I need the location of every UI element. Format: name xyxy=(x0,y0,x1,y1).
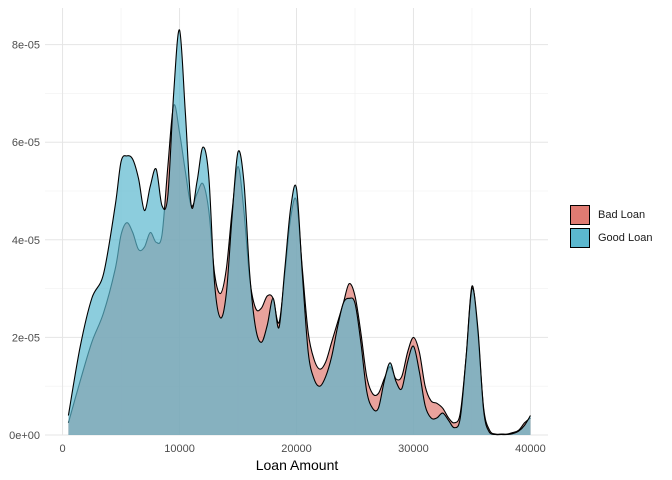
y-tick-label: 6e-05 xyxy=(12,137,40,149)
y-tick-label: 0e+00 xyxy=(9,430,40,442)
x-tick-label: 20000 xyxy=(281,443,312,455)
legend-label-good-loan: Good Loan xyxy=(598,231,653,244)
x-axis-label: Loan Amount xyxy=(256,457,339,473)
legend-item-bad-loan[interactable]: Bad Loan xyxy=(570,203,652,226)
density-areas xyxy=(67,29,531,436)
legend-label-bad-loan: Bad Loan xyxy=(598,208,646,221)
x-tick-label: 30000 xyxy=(398,443,429,455)
legend: Bad Loan Good Loan xyxy=(570,203,652,249)
y-tick-label: 4e-05 xyxy=(12,235,40,247)
legend-swatch-good-loan xyxy=(570,227,590,248)
y-axis-ticks: 0e+00 2e-05 4e-05 6e-05 8e-05 xyxy=(9,40,40,442)
legend-swatch-bad-loan xyxy=(570,204,590,225)
density-line-bad-loan xyxy=(67,104,531,435)
x-tick-label: 40000 xyxy=(515,443,546,455)
y-tick-label: 8e-05 xyxy=(12,40,40,52)
legend-item-good-loan[interactable]: Good Loan xyxy=(570,226,652,249)
y-tick-label: 2e-05 xyxy=(12,332,40,344)
x-axis-ticks: 0 10000 20000 30000 40000 xyxy=(59,443,545,455)
x-tick-label: 10000 xyxy=(164,443,195,455)
x-tick-label: 0 xyxy=(59,443,65,455)
density-line-good-loan xyxy=(67,29,531,436)
